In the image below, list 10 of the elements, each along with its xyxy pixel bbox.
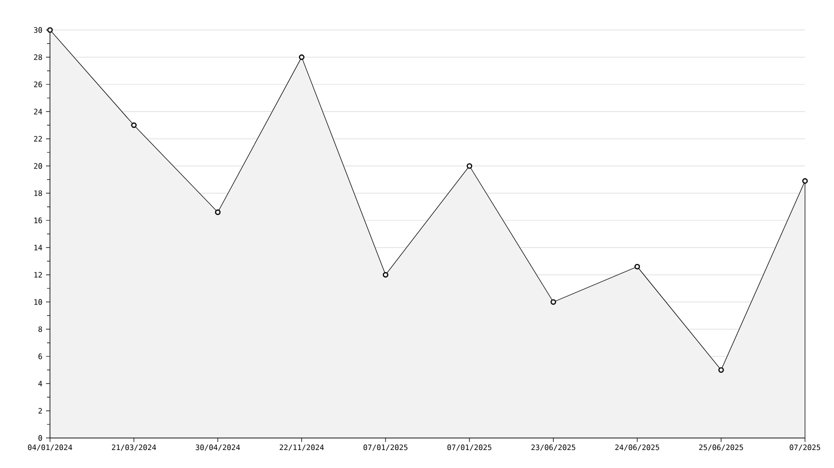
point: [131, 122, 137, 128]
point: [634, 264, 640, 270]
point: [298, 54, 304, 60]
point: [718, 367, 724, 373]
point: [382, 272, 388, 278]
point: [802, 178, 808, 184]
point: [214, 209, 221, 216]
point: [550, 299, 556, 305]
point: [47, 27, 53, 33]
point: [466, 163, 472, 169]
